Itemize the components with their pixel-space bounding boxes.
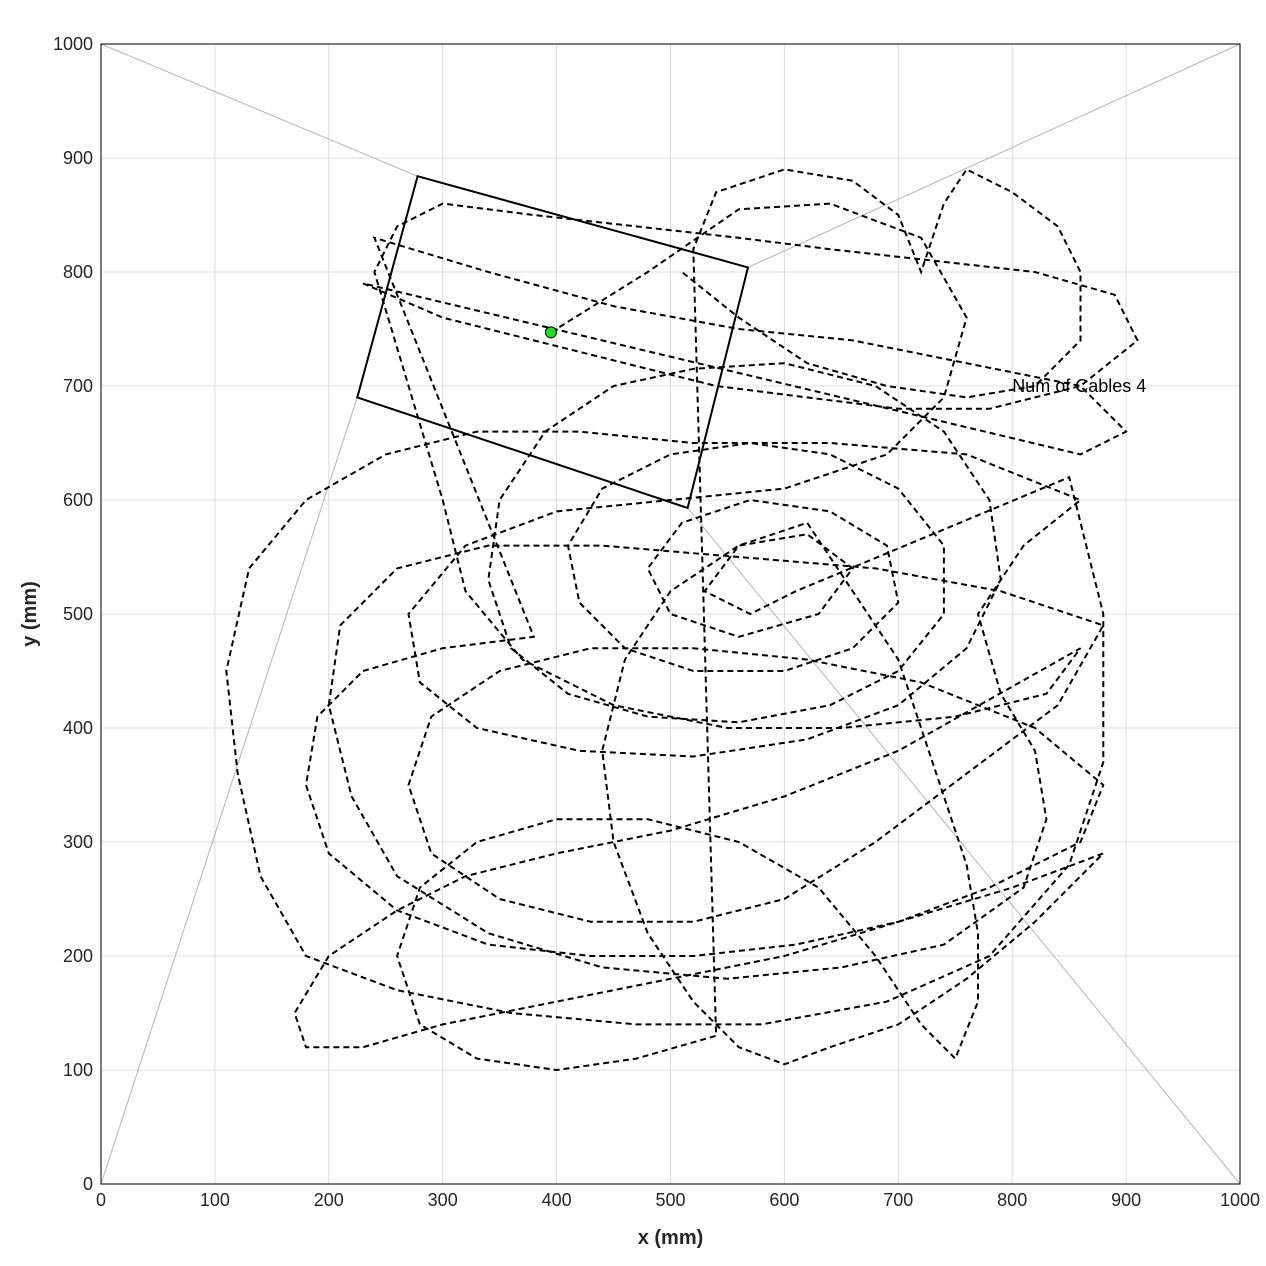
y-axis-label: y (mm) <box>19 581 41 647</box>
trajectory-group <box>225 168 1139 1072</box>
x-tick-label: 0 <box>96 1190 106 1210</box>
end-effector-group <box>544 326 557 339</box>
platform-outline <box>356 174 750 510</box>
y-tick-label: 1000 <box>53 34 93 54</box>
axes-frame <box>100 43 1241 1185</box>
y-tick-label: 0 <box>83 1174 93 1194</box>
x-tick-label: 200 <box>314 1190 344 1210</box>
x-tick-label: 900 <box>1111 1190 1141 1210</box>
y-tick-label: 700 <box>63 376 93 396</box>
cable-line <box>687 507 1241 1185</box>
y-tick-label: 500 <box>63 604 93 624</box>
cable-line <box>100 43 418 177</box>
x-tick-label: 600 <box>769 1190 799 1210</box>
x-tick-labels: 0 100 200 300 400 500 600 700 800 900 1000 <box>96 1190 1260 1210</box>
trajectory-path <box>225 168 1139 1072</box>
x-tick-label: 400 <box>542 1190 572 1210</box>
x-axis-label: x (mm) <box>638 1227 704 1249</box>
x-tick-label: 800 <box>997 1190 1027 1210</box>
y-tick-labels: 0 100 200 300 400 500 600 700 800 900 1000 <box>53 34 93 1194</box>
y-tick-label: 900 <box>63 148 93 168</box>
cable-line <box>747 43 1241 268</box>
y-tick-label: 400 <box>63 718 93 738</box>
cable-count-annotation: Num of Cables 4 <box>1012 376 1146 396</box>
x-tick-label: 500 <box>655 1190 685 1210</box>
y-tick-label: 100 <box>63 1060 93 1080</box>
x-tick-label: 100 <box>200 1190 230 1210</box>
x-tick-label: 1000 <box>1220 1190 1260 1210</box>
x-tick-label: 300 <box>428 1190 458 1210</box>
y-tick-label: 300 <box>63 832 93 852</box>
platform-group <box>356 174 750 510</box>
end-effector-marker <box>544 326 557 339</box>
x-tick-label: 700 <box>883 1190 913 1210</box>
y-tick-label: 600 <box>63 490 93 510</box>
y-tick-label: 800 <box>63 262 93 282</box>
cable-line <box>100 397 358 1185</box>
y-tick-label: 200 <box>63 946 93 966</box>
cables <box>100 43 1241 1185</box>
